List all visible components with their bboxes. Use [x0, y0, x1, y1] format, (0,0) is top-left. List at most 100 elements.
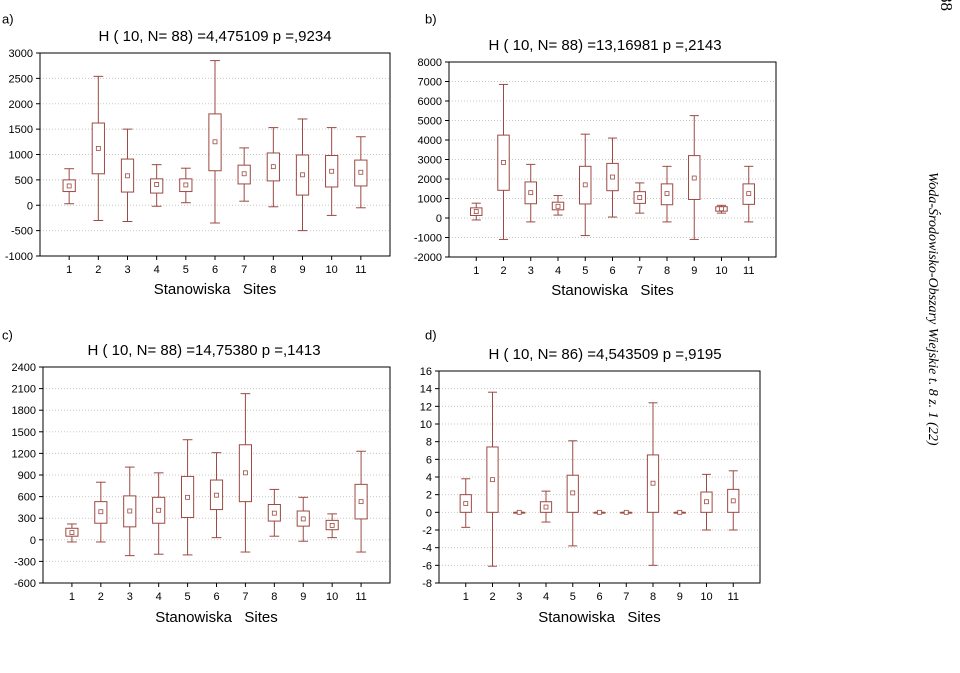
box-plot-10 [700, 473, 713, 531]
box-plot-11 [354, 136, 368, 209]
box-plot-8 [267, 488, 281, 537]
box-plot-9 [688, 115, 701, 240]
page-number: 88 [937, 0, 956, 11]
median-marker [127, 508, 133, 514]
box-plot-10 [325, 513, 339, 539]
y-tick-label: -500 [11, 226, 33, 238]
median-marker [730, 498, 736, 504]
x-tick-label: 7 [623, 591, 629, 603]
x-tick-label: 11 [728, 591, 739, 603]
x-tick-label: 6 [212, 264, 218, 276]
box-plot-1 [459, 478, 472, 528]
box-plot-1 [470, 202, 483, 221]
box-plot-7 [238, 393, 252, 553]
y-tick-label: 0 [27, 200, 33, 212]
y-tick-label: 3000 [418, 155, 442, 167]
y-tick-label: 0 [436, 213, 442, 225]
y-tick-label: 500 [15, 175, 33, 187]
y-tick-label: 6000 [418, 96, 442, 108]
median-marker [271, 510, 277, 516]
chart-title: H ( 10, N= 88) =4,475109 p =,9234 [98, 28, 331, 45]
box-plot-5 [179, 167, 193, 204]
x-tick-label: 5 [185, 591, 191, 603]
box-plot-3 [120, 128, 135, 222]
y-tick-label: 1500 [12, 427, 36, 439]
box-plot-2 [94, 481, 108, 543]
box-plot-6 [209, 452, 224, 539]
y-tick-label: 900 [18, 470, 36, 482]
median-marker [570, 490, 576, 496]
x-tick-label: 1 [69, 591, 75, 603]
x-tick-label: 2 [500, 265, 506, 277]
chart-panel-a: a) H ( 10, N= 88) =4,475109 p =,9234 -1000… [2, 12, 391, 298]
y-tick-label: 1800 [12, 405, 36, 417]
x-tick-label: 10 [715, 265, 727, 277]
median-marker [154, 182, 160, 187]
box-plot-3 [123, 466, 137, 557]
x-tick-label: 11 [355, 264, 366, 276]
median-marker [691, 175, 697, 181]
x-tick-label: 3 [124, 264, 130, 276]
x-tick-label: 1 [473, 265, 479, 277]
y-tick-label: 0 [30, 535, 36, 547]
x-tick-label: 2 [98, 591, 104, 603]
median-marker [358, 169, 364, 175]
y-tick-label: -4 [422, 543, 432, 555]
y-tick-label: 300 [18, 513, 36, 525]
median-marker [719, 206, 724, 212]
y-tick-label: -2 [422, 525, 432, 537]
x-axis-label: Stanowiska Sites [155, 609, 278, 626]
box-plot-4 [551, 195, 565, 216]
box-plot-4 [150, 164, 164, 207]
box-plot-6 [593, 509, 606, 515]
y-tick-label: 16 [420, 366, 432, 378]
y-tick-label: 1000 [418, 194, 442, 206]
x-tick-label: 9 [677, 591, 683, 603]
median-marker [637, 195, 643, 200]
y-tick-label: 1000 [9, 150, 33, 162]
y-tick-label: 2000 [418, 174, 442, 186]
median-marker [95, 146, 101, 151]
median-marker [185, 494, 190, 500]
x-tick-label: 5 [582, 265, 588, 277]
median-marker [677, 509, 683, 515]
chart-panel-d: d) H ( 10, N= 86) =4,543509 p =,9195 -8 -6 -… [420, 328, 761, 626]
x-axis-label: Stanowiska Sites [551, 282, 674, 299]
x-tick-label: 2 [95, 264, 101, 276]
x-tick-label: 3 [528, 265, 534, 277]
median-marker [746, 191, 752, 197]
y-tick-label: 1200 [12, 448, 36, 460]
x-tick-label: 7 [242, 591, 248, 603]
box-plot-1 [65, 523, 79, 543]
y-tick-label: -1000 [5, 251, 33, 263]
x-tick-label: 6 [596, 591, 602, 603]
box-plot-3 [524, 163, 537, 223]
x-tick-label: 4 [555, 265, 561, 277]
x-axis-label: Stanowiska Sites [538, 609, 661, 626]
x-tick-label: 4 [154, 264, 160, 276]
median-marker [516, 509, 522, 515]
median-marker [555, 203, 561, 209]
y-tick-label: 8 [426, 437, 432, 449]
box-plot-1 [62, 168, 76, 205]
box-plot-4 [539, 490, 553, 523]
median-marker [664, 191, 670, 197]
y-tick-label: 4000 [418, 135, 442, 147]
y-tick-label: 12 [420, 401, 432, 413]
y-tick-label: 14 [420, 384, 432, 396]
median-marker [528, 190, 534, 196]
box-plot-8 [266, 127, 280, 208]
y-tick-label: 7000 [418, 77, 442, 89]
box-plot-6 [606, 137, 619, 218]
box-plot-8 [660, 165, 674, 223]
y-tick-label: 4 [426, 472, 432, 484]
box-plot-2 [497, 83, 510, 240]
median-marker [490, 477, 495, 483]
median-marker [463, 501, 469, 506]
chart-panel-b: b) H ( 10, N= 88) =13,16981 p =,2143 -2000… [414, 12, 777, 299]
chart-panel-c: c) H ( 10, N= 88) =14,75380 p =,1413 -600 -… [2, 328, 391, 626]
median-marker [270, 164, 276, 170]
y-tick-label: 2500 [9, 73, 33, 85]
box-plot-2 [486, 391, 499, 567]
